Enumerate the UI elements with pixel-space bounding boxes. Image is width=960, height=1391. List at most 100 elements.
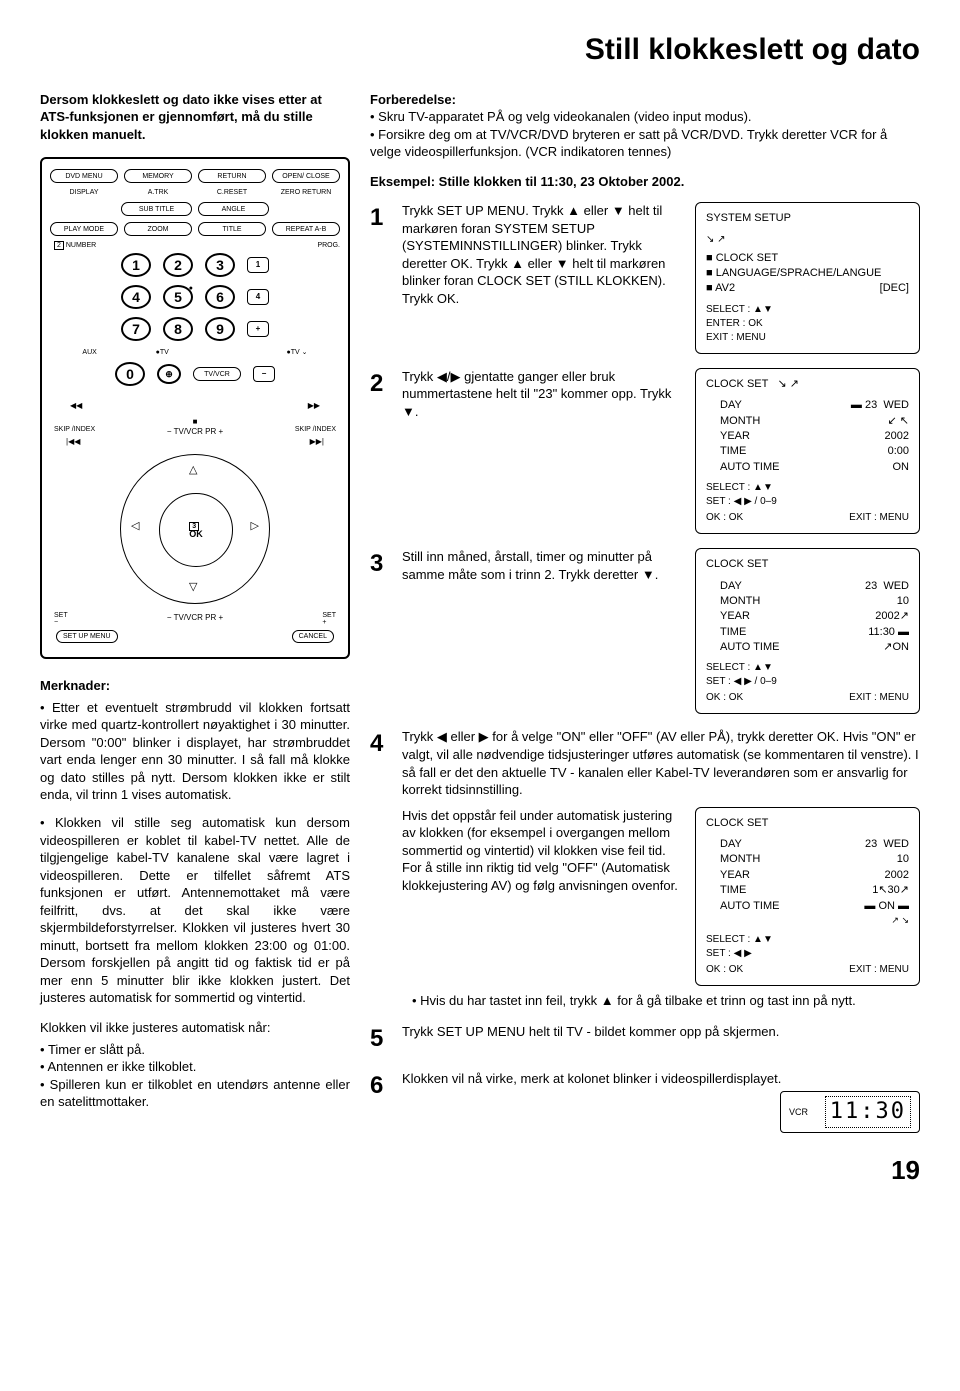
step-3: 3 Still inn måned, årstall, timer og min…: [370, 548, 920, 714]
num-4[interactable]: 4: [121, 285, 151, 309]
osd2-r2v: 2002: [885, 429, 909, 444]
forward-icon[interactable]: ▶▶: [308, 402, 320, 410]
osd4-r0v: 23 WED: [865, 837, 909, 852]
page-number: 19: [370, 1153, 920, 1188]
step-3-num: 3: [370, 548, 392, 714]
notes-list-2: Spilleren kun er tilkoblet en utendørs a…: [40, 1076, 350, 1111]
osd4-r3v: 1↖30↗: [872, 883, 909, 898]
zoom-button[interactable]: ZOOM: [124, 222, 192, 236]
osd-1: SYSTEM SETUP ↘ ↗ CLOCK SET LANGUAGE/SPRA…: [695, 202, 920, 354]
tv-label: ●TV: [156, 349, 169, 356]
note-1: Etter et eventuelt strømbrudd vil klokke…: [40, 699, 350, 804]
osd2-fr: EXIT : MENU: [849, 511, 909, 525]
osd2-r4v: ON: [893, 460, 910, 475]
osd1-sel-2: EXIT : MENU: [706, 331, 909, 345]
set-plus-label: SET+: [322, 612, 336, 626]
angle-button[interactable]: ANGLE: [198, 202, 269, 216]
prog-4[interactable]: 4: [247, 289, 269, 305]
notes-list-1: Antennen er ikke tilkoblet.: [40, 1058, 350, 1076]
osd2-r3v: 0:00: [888, 444, 909, 459]
num-2[interactable]: 2: [163, 253, 193, 277]
note-2: Klokken vil stille seg automatisk kun de…: [40, 814, 350, 1007]
step-2-num: 2: [370, 368, 392, 534]
memory-button[interactable]: MEMORY: [124, 169, 192, 183]
step-5: 5 Trykk SET UP MENU helt til TV - bildet…: [370, 1023, 920, 1055]
prog-plus[interactable]: +: [247, 321, 269, 337]
osd4-r2k: YEAR: [706, 868, 750, 883]
prog-1[interactable]: 1: [247, 257, 269, 273]
input-button[interactable]: ⊕: [157, 364, 181, 384]
osd1-sel-1: ENTER : OK: [706, 317, 909, 331]
osd2-r1k: MONTH: [706, 414, 760, 429]
osd1-sel-0: SELECT : ▲▼: [706, 303, 909, 317]
cancel-button[interactable]: CANCEL: [292, 630, 334, 643]
osd2-fl: OK : OK: [706, 511, 743, 525]
nav-ring[interactable]: △ ▽ ◁ ▷ 3OK: [120, 454, 270, 604]
notes-title: Merknader:: [40, 677, 350, 695]
repeat-button[interactable]: REPEAT A-B: [272, 222, 340, 236]
num-3[interactable]: 3: [205, 253, 235, 277]
next-icon[interactable]: ▶▶|: [310, 438, 324, 446]
num-9[interactable]: 9: [205, 317, 235, 341]
dvd-menu-button[interactable]: DVD MENU: [50, 169, 118, 183]
step-2-text: Trykk ◀/▶ gjentatte ganger eller bruk nu…: [402, 368, 683, 534]
page-title: Still klokkeslett og dato: [40, 30, 920, 71]
osd-3: CLOCK SET DAY23 WED MONTH10 YEAR2002↗ TI…: [695, 548, 920, 714]
title-button[interactable]: TITLE: [198, 222, 266, 236]
osd2-r0k: DAY: [706, 398, 742, 413]
osd3-r0v: 23 WED: [865, 579, 909, 594]
stop-icon[interactable]: ■: [50, 418, 340, 426]
nav-down-icon[interactable]: ▽: [189, 582, 197, 593]
step-6: 6 Klokken vil nå virke, merk at kolonet …: [370, 1070, 920, 1133]
num-8[interactable]: 8: [163, 317, 193, 341]
prog-minus[interactable]: −: [253, 366, 275, 382]
num-1[interactable]: 1: [121, 253, 151, 277]
step-4-text-b: Hvis det oppstår feil under automatisk j…: [402, 807, 683, 986]
osd2-r0v: ▬ 23 WED: [851, 398, 909, 413]
open-close-button[interactable]: OPEN/ CLOSE: [272, 169, 340, 183]
step-1-text: Trykk SET UP MENU. Trykk ▲ eller ▼ helt …: [402, 202, 683, 354]
num-0[interactable]: 0: [115, 362, 145, 386]
subtitle-button[interactable]: SUB TITLE: [121, 202, 192, 216]
osd4-fl: OK : OK: [706, 963, 743, 977]
step-3-text: Still inn måned, årstall, timer og minut…: [402, 548, 683, 714]
notes-list-0: Timer er slått på.: [40, 1041, 350, 1059]
step-2: 2 Trykk ◀/▶ gjentatte ganger eller bruk …: [370, 368, 920, 534]
vcr-label: VCR: [789, 1106, 808, 1118]
zeroreturn-label: ZERO RETURN: [272, 189, 340, 196]
nav-right-icon[interactable]: ▷: [251, 521, 259, 532]
vcr-display: VCR 11:30: [780, 1091, 920, 1133]
osd3-r2k: YEAR: [706, 609, 750, 624]
rewind-icon[interactable]: ◀◀: [70, 402, 82, 410]
osd3-title: CLOCK SET: [706, 557, 909, 572]
nav-left-icon[interactable]: ◁: [131, 521, 139, 532]
num-6[interactable]: 6: [205, 285, 235, 309]
step-5-num: 5: [370, 1023, 392, 1055]
osd2-r3k: TIME: [706, 444, 746, 459]
osd-2: CLOCK SET ↘ ↗ DAY▬ 23 WED MONTH↙ ↖ YEAR2…: [695, 368, 920, 534]
num-5[interactable]: 5●: [163, 285, 193, 309]
osd4-sel: SELECT : ▲▼: [706, 933, 909, 947]
tvvcr-button[interactable]: TV/VCR: [193, 367, 241, 381]
intro-text: Dersom klokkeslett og dato ikke vises et…: [40, 91, 350, 144]
playmode-button[interactable]: PLAY MODE: [50, 222, 118, 236]
osd4-r3k: TIME: [706, 883, 746, 898]
osd4-fr: EXIT : MENU: [849, 963, 909, 977]
prep-1: Forsikre deg om at TV/VCR/DVD bryteren e…: [370, 126, 920, 161]
osd-4: CLOCK SET DAY23 WED MONTH10 YEAR2002 TIM…: [695, 807, 920, 986]
step-1-num: 1: [370, 202, 392, 354]
nav-up-icon[interactable]: △: [189, 465, 197, 476]
step-4-num: 4: [370, 728, 392, 1009]
ok-button[interactable]: 3OK: [159, 493, 233, 567]
num-7[interactable]: 7: [121, 317, 151, 341]
prev-icon[interactable]: |◀◀: [66, 438, 80, 446]
setup-menu-button[interactable]: SET UP MENU: [56, 630, 118, 643]
prep-section: Forberedelse: Skru TV-apparatet PÅ og ve…: [370, 91, 920, 161]
step-4-text-a: Trykk ◀ eller ▶ for å velge "ON" eller "…: [402, 728, 920, 798]
osd3-r3v: 11:30 ▬: [868, 625, 909, 640]
aux-label: AUX: [82, 349, 96, 356]
creset-label: C.RESET: [198, 189, 266, 196]
return-button[interactable]: RETURN: [198, 169, 266, 183]
osd3-r1k: MONTH: [706, 594, 760, 609]
step-1: 1 Trykk SET UP MENU. Trykk ▲ eller ▼ hel…: [370, 202, 920, 354]
